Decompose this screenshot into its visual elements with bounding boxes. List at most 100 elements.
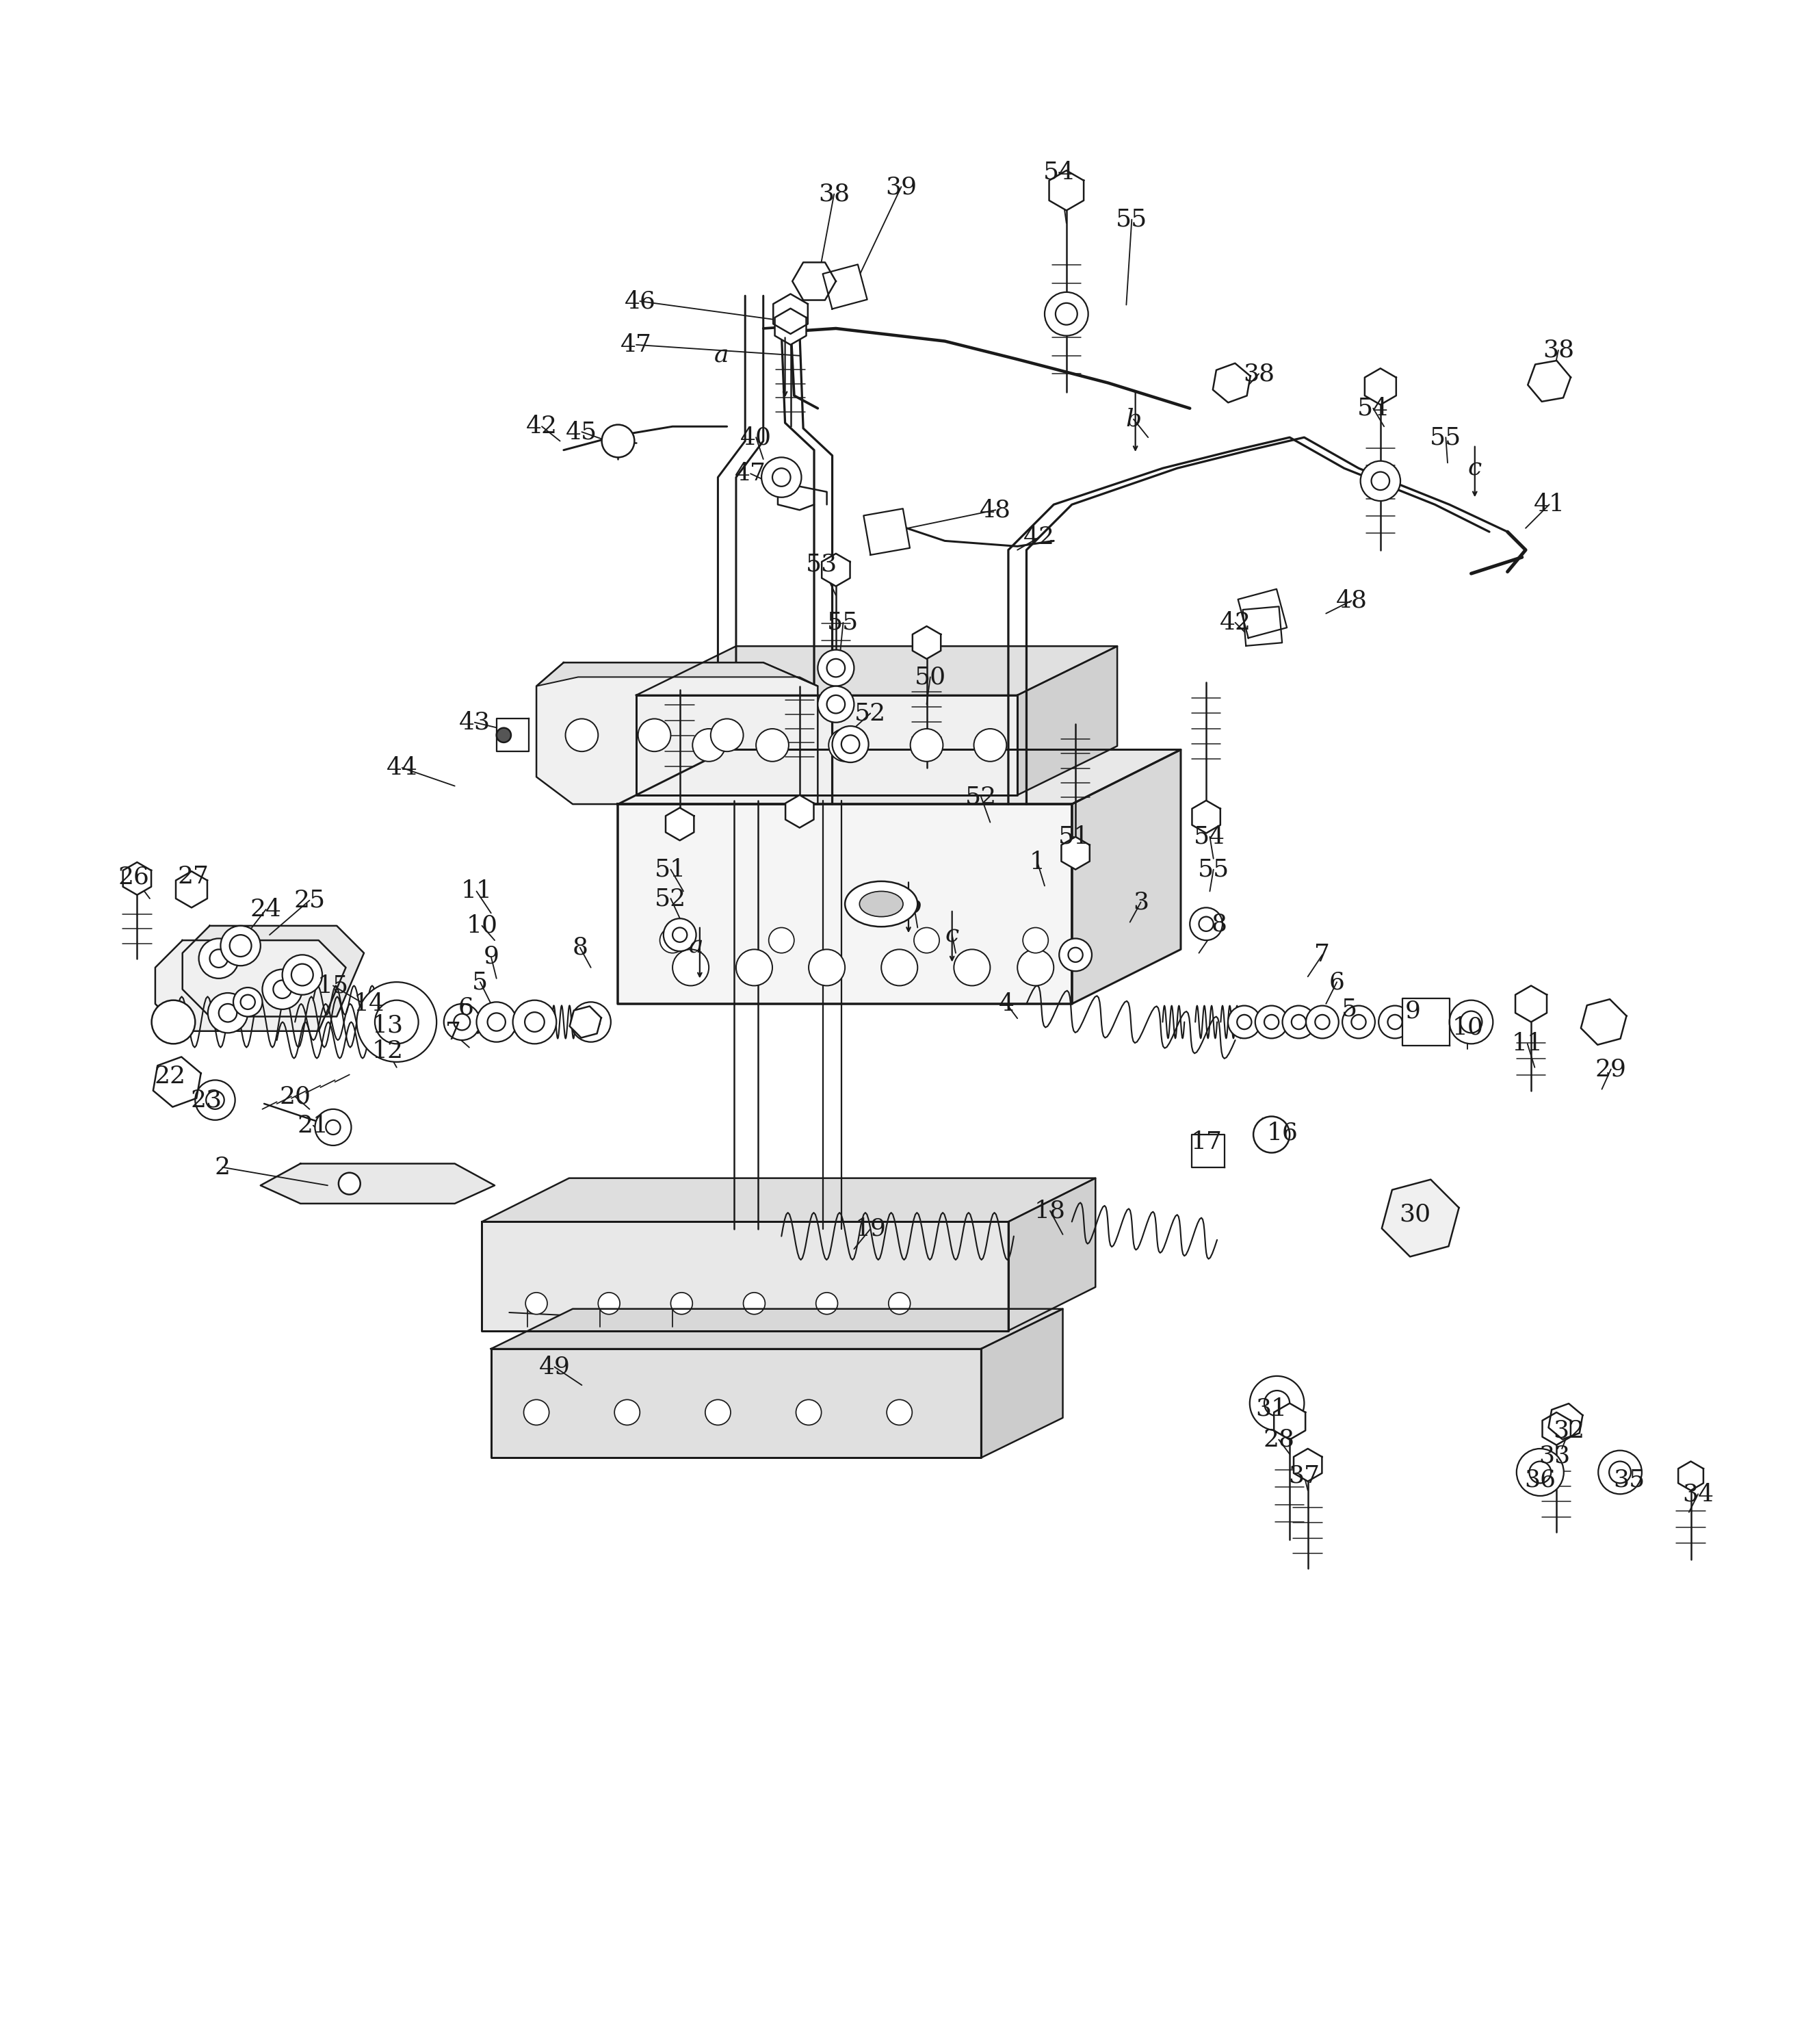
- Text: 32: 32: [1554, 1419, 1584, 1443]
- Circle shape: [194, 1079, 234, 1120]
- Circle shape: [809, 948, 845, 985]
- Circle shape: [841, 736, 859, 754]
- Text: 55: 55: [1430, 425, 1461, 450]
- Text: 23: 23: [191, 1089, 222, 1112]
- Circle shape: [827, 658, 845, 677]
- Polygon shape: [1679, 1461, 1703, 1490]
- Polygon shape: [981, 1308, 1063, 1457]
- Polygon shape: [1048, 170, 1083, 211]
- Text: 55: 55: [1116, 208, 1148, 231]
- Circle shape: [1428, 1014, 1443, 1030]
- Text: 26: 26: [118, 865, 149, 889]
- Circle shape: [736, 948, 772, 985]
- Circle shape: [443, 1004, 480, 1040]
- Text: b: b: [1127, 407, 1141, 431]
- Circle shape: [705, 1400, 730, 1425]
- Text: 29: 29: [1595, 1057, 1626, 1081]
- Circle shape: [282, 955, 322, 995]
- Polygon shape: [823, 264, 867, 309]
- Text: 42: 42: [1023, 525, 1056, 550]
- Circle shape: [663, 918, 696, 950]
- Circle shape: [314, 1110, 351, 1145]
- Circle shape: [1265, 1014, 1279, 1030]
- Text: 39: 39: [885, 176, 918, 198]
- Polygon shape: [1237, 589, 1286, 638]
- Text: 10: 10: [1452, 1016, 1483, 1038]
- Circle shape: [1372, 472, 1390, 491]
- Circle shape: [1361, 462, 1401, 501]
- Circle shape: [598, 1292, 620, 1314]
- Text: 2: 2: [214, 1155, 231, 1179]
- Polygon shape: [618, 803, 1072, 1004]
- Text: 31: 31: [1256, 1398, 1286, 1421]
- Circle shape: [974, 730, 1007, 762]
- Circle shape: [889, 1292, 910, 1314]
- Text: 52: 52: [654, 887, 687, 910]
- Text: 11: 11: [1512, 1032, 1543, 1055]
- Text: 21: 21: [298, 1114, 329, 1136]
- Circle shape: [338, 1173, 360, 1194]
- Circle shape: [660, 928, 685, 953]
- Text: 49: 49: [540, 1355, 571, 1378]
- Text: 55: 55: [827, 611, 859, 634]
- Circle shape: [205, 1091, 223, 1110]
- Circle shape: [240, 995, 254, 1010]
- Circle shape: [818, 650, 854, 687]
- Text: 8: 8: [572, 936, 589, 959]
- Text: 30: 30: [1399, 1202, 1430, 1226]
- Text: 35: 35: [1613, 1468, 1644, 1492]
- Text: 20: 20: [280, 1085, 311, 1108]
- Text: c: c: [945, 924, 959, 946]
- Circle shape: [1306, 1006, 1339, 1038]
- Text: 12: 12: [372, 1040, 403, 1063]
- Circle shape: [796, 1400, 821, 1425]
- Polygon shape: [176, 871, 207, 908]
- Polygon shape: [636, 646, 1117, 695]
- Text: 54: 54: [1043, 161, 1076, 184]
- Text: 11: 11: [462, 879, 492, 903]
- Polygon shape: [154, 940, 345, 1030]
- Circle shape: [672, 948, 709, 985]
- Text: 24: 24: [251, 897, 282, 922]
- Text: 51: 51: [1057, 826, 1090, 848]
- Polygon shape: [1381, 1179, 1459, 1257]
- Circle shape: [1316, 1014, 1330, 1030]
- Polygon shape: [792, 262, 836, 300]
- Circle shape: [1599, 1451, 1643, 1494]
- Text: 42: 42: [1219, 611, 1250, 634]
- Circle shape: [1237, 1014, 1252, 1030]
- Text: 13: 13: [372, 1014, 403, 1036]
- Text: 6: 6: [1328, 971, 1345, 993]
- Circle shape: [273, 981, 291, 997]
- Polygon shape: [182, 926, 363, 1016]
- Text: 47: 47: [621, 333, 652, 356]
- Circle shape: [496, 728, 511, 742]
- Text: 43: 43: [460, 711, 491, 734]
- Circle shape: [832, 726, 869, 762]
- Text: 3: 3: [1134, 891, 1148, 914]
- Text: 38: 38: [1543, 339, 1574, 362]
- Text: 48: 48: [1335, 589, 1366, 613]
- Circle shape: [1018, 948, 1054, 985]
- Circle shape: [374, 1000, 418, 1044]
- Circle shape: [1388, 1014, 1403, 1030]
- Text: 7: 7: [1314, 942, 1330, 967]
- Circle shape: [743, 1292, 765, 1314]
- Text: 19: 19: [854, 1218, 887, 1241]
- Polygon shape: [665, 807, 694, 840]
- Polygon shape: [618, 750, 1181, 803]
- Circle shape: [887, 1400, 912, 1425]
- Text: 9: 9: [483, 944, 500, 969]
- Circle shape: [601, 425, 634, 458]
- Circle shape: [1517, 1449, 1564, 1496]
- Polygon shape: [124, 863, 151, 895]
- Polygon shape: [491, 1308, 1063, 1349]
- Polygon shape: [1548, 1404, 1583, 1439]
- Text: 14: 14: [354, 991, 385, 1016]
- Polygon shape: [1008, 1177, 1096, 1331]
- Circle shape: [356, 981, 436, 1063]
- Text: 38: 38: [1243, 362, 1274, 386]
- Polygon shape: [1061, 836, 1090, 869]
- Text: 16: 16: [1266, 1120, 1297, 1145]
- Text: 51: 51: [654, 858, 687, 881]
